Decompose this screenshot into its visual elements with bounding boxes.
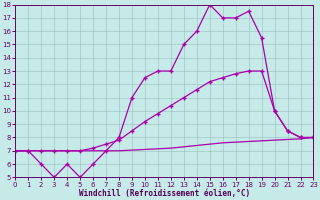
X-axis label: Windchill (Refroidissement éolien,°C): Windchill (Refroidissement éolien,°C) bbox=[79, 189, 250, 198]
